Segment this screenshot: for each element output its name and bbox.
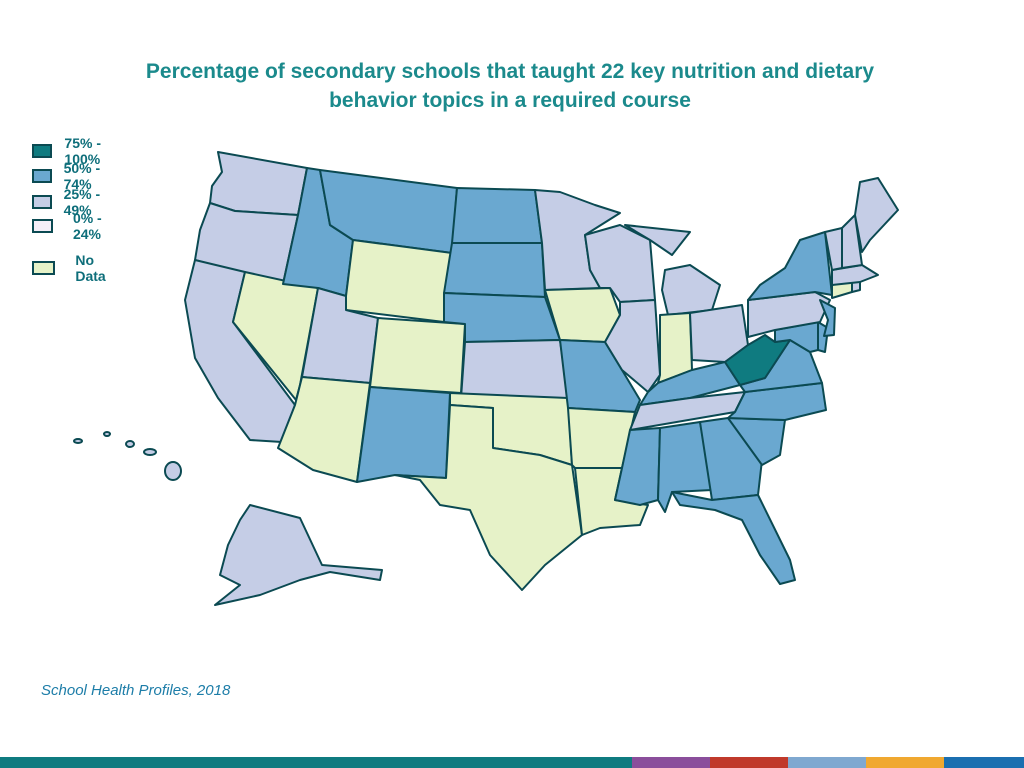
bottom-bar-segment xyxy=(944,757,1024,768)
legend-swatch xyxy=(32,144,53,158)
state-michigan xyxy=(661,264,721,316)
state-hawaii xyxy=(73,431,182,481)
bottom-bar-segment xyxy=(788,757,866,768)
source-citation: School Health Profiles, 2018 xyxy=(41,682,231,699)
legend-item-75-100: 75% - 100% xyxy=(32,135,111,167)
legend-label: 25% - 49% xyxy=(63,186,101,218)
state-new-york xyxy=(747,231,833,301)
bottom-bar-segment xyxy=(632,757,710,768)
state-washington xyxy=(209,151,308,216)
state-kansas xyxy=(460,339,569,399)
state-west-virginia xyxy=(724,334,791,386)
state-new-hampshire xyxy=(841,214,863,269)
legend-item-0-24: 0% - 24% xyxy=(32,210,111,242)
state-new-jersey xyxy=(819,299,836,337)
state-south-dakota xyxy=(443,242,546,298)
legend-label: 0% - 24% xyxy=(72,210,102,242)
state-michigan-upper xyxy=(624,224,691,256)
state-maine xyxy=(854,177,899,253)
state-illinois xyxy=(604,299,661,393)
bottom-bar-segment xyxy=(866,757,944,768)
bottom-color-bar xyxy=(0,757,1024,768)
legend-label: 50% - 74% xyxy=(63,160,101,192)
state-wyoming xyxy=(345,239,453,323)
legend-swatch xyxy=(32,219,53,233)
state-north-dakota xyxy=(451,187,543,244)
bottom-bar-segment xyxy=(0,757,632,768)
legend-swatch xyxy=(32,261,56,275)
state-texas xyxy=(394,404,583,591)
legend-label: No Data xyxy=(75,252,106,284)
state-florida xyxy=(671,491,796,585)
legend-swatch xyxy=(32,169,52,183)
title-line-1: Percentage of secondary schools that tau… xyxy=(145,60,875,83)
map-title: Percentage of secondary schools that tau… xyxy=(60,57,960,115)
legend-item-25-49: 25% - 49% xyxy=(32,186,103,218)
state-georgia xyxy=(699,417,763,501)
legend-item-50-74: 50% - 74% xyxy=(32,160,103,192)
state-alaska xyxy=(214,504,383,606)
legend-swatch xyxy=(32,195,52,209)
legend-label: 75% - 100% xyxy=(64,135,101,167)
state-new-mexico xyxy=(356,386,451,483)
bottom-bar-segment xyxy=(710,757,788,768)
title-line-2: behavior topics in a required course xyxy=(329,89,691,112)
state-colorado xyxy=(369,317,466,394)
legend-item-no-data: No Data xyxy=(32,252,113,284)
